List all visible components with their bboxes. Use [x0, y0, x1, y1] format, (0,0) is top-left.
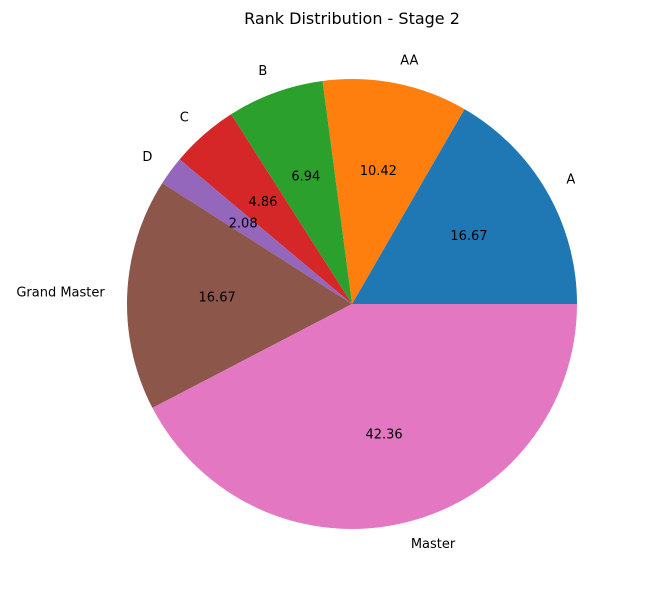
pie-slice-c	[179, 114, 352, 304]
slice-label-b: B	[258, 64, 267, 79]
pie-slice-b	[231, 80, 352, 304]
slice-label-grand-master: Grand Master	[16, 286, 105, 301]
pie-slice-d	[162, 159, 352, 304]
value-label-b: 6.94	[291, 170, 320, 185]
value-label-c: 4.86	[249, 195, 278, 210]
value-label-master: 42.36	[365, 428, 402, 443]
slice-label-d: D	[142, 150, 152, 165]
value-label-a: 16.67	[450, 229, 487, 244]
slice-label-aa: AA	[400, 54, 418, 69]
pie-slice-master	[152, 304, 577, 530]
pie-slices	[126, 79, 577, 530]
value-labels: 16.67 10.42 6.94 4.86 2.08 16.67 42.36	[199, 164, 488, 443]
pie-slice-aa	[322, 79, 465, 304]
value-label-grand-master: 16.67	[199, 291, 236, 306]
pie-slice-grand-master	[126, 183, 352, 408]
chart-title: Rank Distribution - Stage 2	[244, 9, 460, 28]
value-label-aa: 10.42	[360, 164, 397, 179]
slice-label-a: A	[566, 173, 575, 188]
slice-label-master: Master	[411, 537, 456, 552]
value-label-d: 2.08	[229, 217, 258, 232]
slice-label-c: C	[180, 110, 189, 125]
pie-slice-a	[352, 109, 577, 305]
